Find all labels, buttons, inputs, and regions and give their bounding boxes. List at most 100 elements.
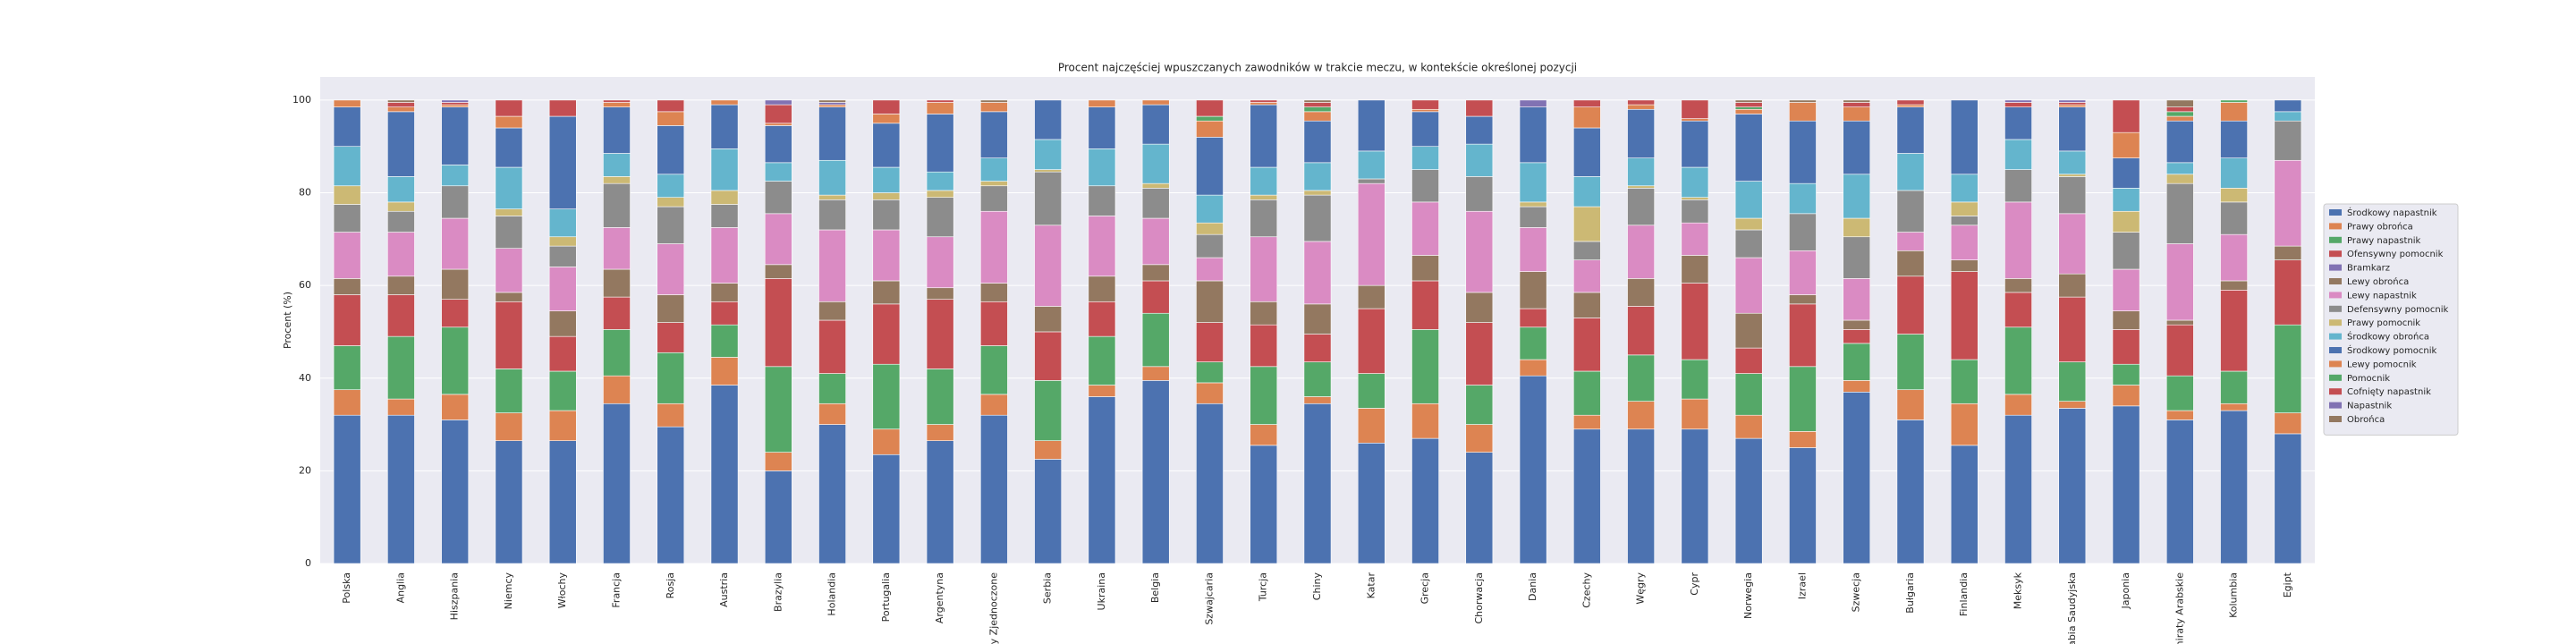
bar-segment (1196, 402, 1224, 564)
bar-segment (1950, 445, 1979, 564)
bar-segment (1303, 396, 1332, 404)
x-tick-label: Cypr (1689, 572, 1700, 596)
bar-segment (333, 294, 361, 346)
bar-segment (926, 236, 954, 289)
bar-segment (1789, 182, 1817, 215)
bar-segment (1303, 194, 1332, 242)
bar-segment (1843, 392, 1871, 564)
bar-segment (548, 115, 577, 209)
bar-segment (2004, 139, 2032, 170)
bar-segment (1034, 306, 1063, 333)
bar-segment (2112, 210, 2140, 233)
bar-segment (1196, 361, 1224, 384)
legend-swatch (2329, 374, 2342, 381)
bar-segment (1681, 118, 1709, 122)
y-tick-label: 20 (299, 464, 311, 476)
bar-segment (2004, 102, 2032, 107)
bar-segment (1896, 389, 1925, 420)
bar-segment (2004, 278, 2032, 293)
bar-segment (1250, 301, 1278, 326)
bar-segment (1411, 99, 1439, 110)
bar-segment (1196, 115, 1224, 122)
bar-segment (1411, 169, 1439, 203)
bar-segment (1250, 102, 1278, 106)
bar-segment (926, 369, 954, 425)
bar-segment (872, 99, 901, 114)
bar-segment (1572, 428, 1601, 564)
bar-segment (441, 104, 470, 107)
bar-segment (1357, 150, 1385, 180)
legend-label: Środkowy napastnik (2347, 207, 2437, 218)
bar-segment (1141, 143, 1170, 184)
bar-segment (2220, 233, 2248, 282)
bar-segment (2165, 174, 2194, 184)
bar-segment (2004, 201, 2032, 279)
bar-segment (2274, 412, 2302, 435)
bar-segment (1141, 104, 1170, 145)
bar-segment (2274, 245, 2302, 260)
bar-segment (495, 115, 523, 129)
bar-segment (818, 373, 846, 404)
bar-segment (818, 229, 846, 302)
bar-segment (1303, 162, 1332, 191)
bar-segment (495, 99, 523, 117)
bar-segment (1141, 188, 1170, 219)
bar-segment (1896, 106, 1925, 154)
bar-segment (2004, 169, 2032, 203)
bar-segment (1896, 232, 1925, 251)
bar-segment (1088, 396, 1116, 564)
bar-segment (2058, 176, 2087, 215)
bar-segment (2058, 401, 2087, 409)
legend-label: Pomocnik (2347, 374, 2390, 384)
bar-segment (495, 369, 523, 413)
bar-segment (1465, 143, 1494, 177)
bar-segment (926, 197, 954, 238)
bar-segment (1357, 178, 1385, 184)
bar-segment (657, 174, 685, 199)
x-tick-label: Holandia (826, 572, 838, 616)
bar-segment (1250, 199, 1278, 238)
x-tick-label: Ukraina (1096, 572, 1107, 610)
bar-segment (1734, 106, 1763, 110)
x-tick-label: Grecja (1419, 572, 1431, 604)
bar-segment (1681, 99, 1709, 119)
bar-segment (1303, 120, 1332, 164)
bar-segment (1034, 225, 1063, 307)
bar-segment (1950, 271, 1979, 360)
legend-swatch (2329, 223, 2342, 230)
bar-segment (818, 424, 846, 564)
bar-segment (1627, 104, 1655, 110)
bar-segment (603, 106, 631, 154)
bar-segment (1896, 99, 1925, 106)
bar-segment (1088, 275, 1116, 302)
bar-segment (657, 243, 685, 295)
bar-segment (1572, 292, 1601, 318)
bar-segment (1843, 278, 1871, 321)
bar-segment (2112, 188, 2140, 212)
bar-segment (1411, 437, 1439, 564)
bar-segment (1681, 255, 1709, 284)
bar-segment (2112, 157, 2140, 189)
bar-segment (2112, 385, 2140, 407)
bar-segment (548, 267, 577, 311)
bar-segment (1357, 182, 1385, 286)
legend-label: Prawy napastnik (2347, 236, 2421, 246)
x-tick-label: Zjednoczone Emiraty Arabskie (2174, 572, 2185, 644)
bar-segment (657, 111, 685, 126)
bar-segment (764, 181, 792, 215)
bar-segment (1572, 370, 1601, 416)
bar-segment (495, 216, 523, 249)
bar-segment (1088, 216, 1116, 277)
bar-segment (1357, 373, 1385, 409)
bar-segment (1141, 264, 1170, 282)
x-tick-label: Polska (341, 572, 352, 604)
bar-segment (1734, 312, 1763, 349)
bar-segment (710, 99, 739, 106)
bar-segment (2220, 290, 2248, 372)
bar-segment (387, 232, 415, 277)
y-tick-label: 100 (292, 94, 311, 106)
bar-segment (1572, 318, 1601, 372)
bar-segment (764, 264, 792, 279)
bar-segment (1843, 174, 1871, 219)
bar-segment (2058, 99, 2087, 103)
